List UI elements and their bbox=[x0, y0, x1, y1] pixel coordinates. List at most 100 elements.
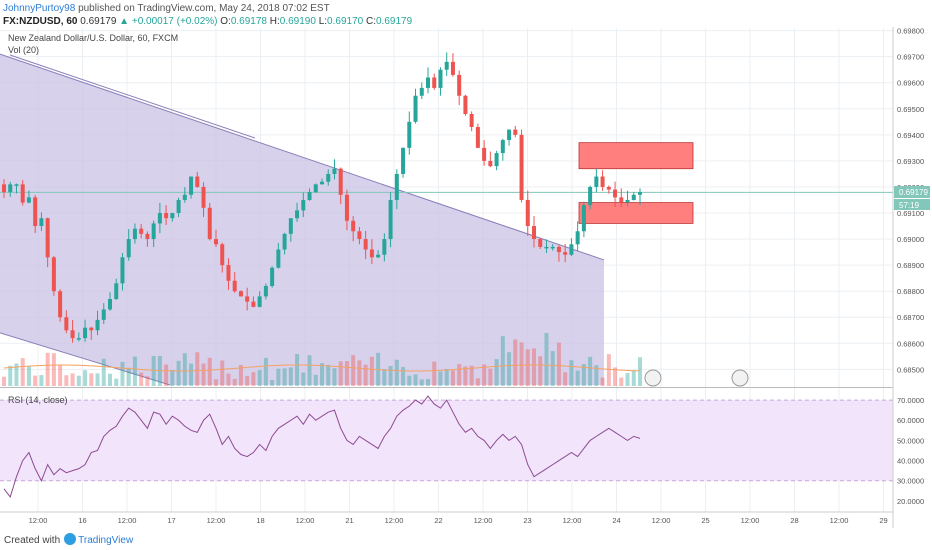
volume-bar bbox=[8, 365, 13, 386]
volume-bar bbox=[295, 353, 300, 386]
candle-body bbox=[388, 199, 393, 240]
published-text: published on TradingView.com, May 24, 20… bbox=[78, 3, 330, 14]
calendar-event-icon[interactable] bbox=[644, 369, 662, 387]
candle-body bbox=[631, 194, 636, 200]
candle-body bbox=[114, 283, 119, 300]
volume-bar bbox=[220, 360, 225, 386]
rsi-axis[interactable]: 70.0000 60.0000 50.0000 40.0000 30.0000 20.00… bbox=[897, 396, 924, 506]
volume-bar bbox=[14, 363, 19, 386]
supply-zone-upper[interactable] bbox=[578, 142, 694, 170]
time-tick-label: 16 bbox=[78, 516, 86, 525]
candle-body bbox=[320, 181, 324, 185]
time-tick-label: 12:00 bbox=[830, 516, 849, 525]
volume-bar bbox=[276, 368, 281, 386]
time-tick-label: 12:00 bbox=[29, 516, 48, 525]
time-tick-label: 22 bbox=[434, 516, 442, 525]
volume-bar bbox=[488, 368, 493, 386]
candle-body bbox=[39, 218, 44, 227]
time-tick-label: 12:00 bbox=[652, 516, 671, 525]
author-link[interactable]: JohnnyPurtoy98 bbox=[3, 3, 76, 14]
rsi-tick-label: 40.0000 bbox=[897, 457, 924, 466]
supply-zone-lower[interactable] bbox=[578, 202, 694, 224]
ohlc-header: FX:NZDUSD, 60 0.69179 ▲ +0.00017 (+0.02%… bbox=[3, 16, 412, 27]
candle-body bbox=[51, 257, 56, 292]
open-label: O: bbox=[220, 16, 231, 27]
volume-bar bbox=[613, 367, 618, 386]
up-arrow-icon: ▲ bbox=[119, 16, 130, 27]
volume-bar bbox=[507, 352, 512, 386]
candle-body bbox=[444, 61, 449, 70]
candle-body bbox=[469, 113, 474, 128]
low-value: 0.69170 bbox=[327, 16, 364, 27]
candle-body bbox=[513, 129, 518, 135]
countdown-label: 57:19 bbox=[899, 201, 920, 210]
volume-bar bbox=[382, 369, 387, 386]
tradingview-logo-icon bbox=[64, 533, 77, 545]
supply-zones[interactable] bbox=[578, 142, 694, 224]
time-tick-label: 17 bbox=[167, 516, 175, 525]
volume-bar bbox=[83, 370, 88, 386]
candle-body bbox=[357, 231, 362, 240]
volume-bar bbox=[588, 356, 593, 386]
event-markers[interactable] bbox=[644, 369, 749, 387]
candle-body bbox=[575, 231, 580, 245]
candle-body bbox=[176, 199, 181, 214]
candle-body bbox=[139, 228, 144, 234]
volume-bar bbox=[132, 356, 137, 386]
candle-body bbox=[64, 317, 69, 331]
rsi-line bbox=[3, 395, 641, 498]
candle-body bbox=[26, 197, 31, 203]
candle-body bbox=[494, 153, 499, 167]
price-tick-label: 0.68900 bbox=[897, 261, 924, 270]
candle-body bbox=[257, 296, 262, 307]
volume-bar bbox=[369, 356, 374, 386]
volume-bar bbox=[176, 360, 181, 386]
candle-body bbox=[207, 207, 212, 240]
volume-bar bbox=[257, 370, 262, 386]
volume-bar bbox=[45, 352, 50, 386]
candle-body bbox=[301, 199, 306, 211]
candle-body bbox=[33, 197, 38, 227]
channel-upper-line[interactable] bbox=[0, 53, 605, 261]
volume-bar bbox=[413, 374, 418, 386]
rsi-band bbox=[0, 400, 893, 481]
volume-bar bbox=[426, 379, 430, 386]
volume-bar bbox=[600, 377, 605, 386]
descending-channel[interactable] bbox=[0, 54, 604, 385]
volume-bar bbox=[469, 365, 474, 386]
volume-bar bbox=[338, 361, 343, 386]
time-tick-label: 12:00 bbox=[385, 516, 404, 525]
candle-body bbox=[220, 244, 225, 266]
candle-body bbox=[182, 194, 187, 200]
channel-lower-line[interactable] bbox=[0, 332, 171, 386]
candle-body bbox=[369, 249, 374, 258]
volume-bar bbox=[401, 366, 406, 386]
price-tick-label: 0.69000 bbox=[897, 235, 924, 244]
tradingview-brand[interactable]: TradingView bbox=[78, 535, 134, 546]
volume-bar bbox=[207, 357, 212, 386]
open-value: 0.69178 bbox=[230, 16, 267, 27]
volume-bar bbox=[638, 357, 642, 386]
instrument-legend: New Zealand Dollar/U.S. Dollar, 60, FXCM bbox=[8, 33, 178, 43]
calendar-event-icon[interactable] bbox=[731, 369, 749, 387]
candle-body bbox=[519, 134, 524, 200]
pane-separator[interactable] bbox=[0, 387, 893, 388]
footer: Created with TradingView bbox=[4, 533, 133, 546]
volume-bar bbox=[457, 364, 462, 386]
candle-body bbox=[544, 246, 549, 249]
change-value: +0.00017 (+0.02%) bbox=[131, 16, 218, 27]
time-tick-label: 25 bbox=[701, 516, 709, 525]
candle-body bbox=[307, 192, 312, 200]
volume-bar bbox=[170, 369, 175, 386]
last-price-badge bbox=[894, 186, 930, 198]
time-axis[interactable]: 12:00 16 12:00 17 12:00 18 12:00 21 12:00 22 12:00… bbox=[29, 516, 888, 525]
candle-body bbox=[563, 252, 568, 255]
volume-bar bbox=[525, 349, 530, 386]
candle-body bbox=[594, 176, 599, 187]
volume-bar bbox=[563, 372, 568, 386]
created-with-text: Created with bbox=[4, 535, 61, 546]
parallel-trend-line[interactable] bbox=[9, 54, 256, 139]
symbol-label: FX:NZDUSD, 60 bbox=[3, 16, 78, 27]
candle-body bbox=[507, 129, 512, 141]
